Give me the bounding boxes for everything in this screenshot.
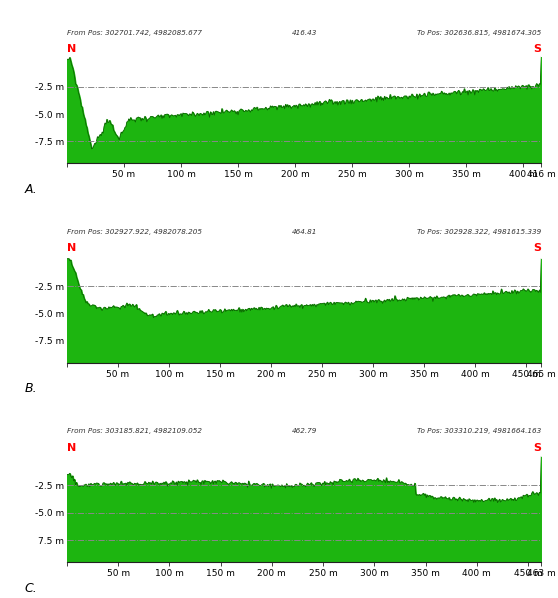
Text: 416.43: 416.43 <box>291 30 317 36</box>
Text: To Pos: 302636.815, 4981674.305: To Pos: 302636.815, 4981674.305 <box>417 30 541 36</box>
Text: S: S <box>533 443 541 453</box>
Text: S: S <box>533 243 541 254</box>
Text: B.: B. <box>24 383 37 395</box>
Text: N: N <box>67 243 76 254</box>
Text: From Pos: 302927.922, 4982078.205: From Pos: 302927.922, 4982078.205 <box>67 229 202 235</box>
Text: 462.79: 462.79 <box>291 429 317 435</box>
Text: 464.81: 464.81 <box>291 229 317 235</box>
Text: From Pos: 302701.742, 4982085.677: From Pos: 302701.742, 4982085.677 <box>67 30 202 36</box>
Text: A.: A. <box>24 183 37 196</box>
Text: C.: C. <box>24 582 37 595</box>
Text: From Pos: 303185.821, 4982109.052: From Pos: 303185.821, 4982109.052 <box>67 429 202 435</box>
Text: N: N <box>67 44 76 54</box>
Text: To Pos: 303310.219, 4981664.163: To Pos: 303310.219, 4981664.163 <box>417 429 541 435</box>
Text: N: N <box>67 443 76 453</box>
Text: To Pos: 302928.322, 4981615.339: To Pos: 302928.322, 4981615.339 <box>417 229 541 235</box>
Text: S: S <box>533 44 541 54</box>
